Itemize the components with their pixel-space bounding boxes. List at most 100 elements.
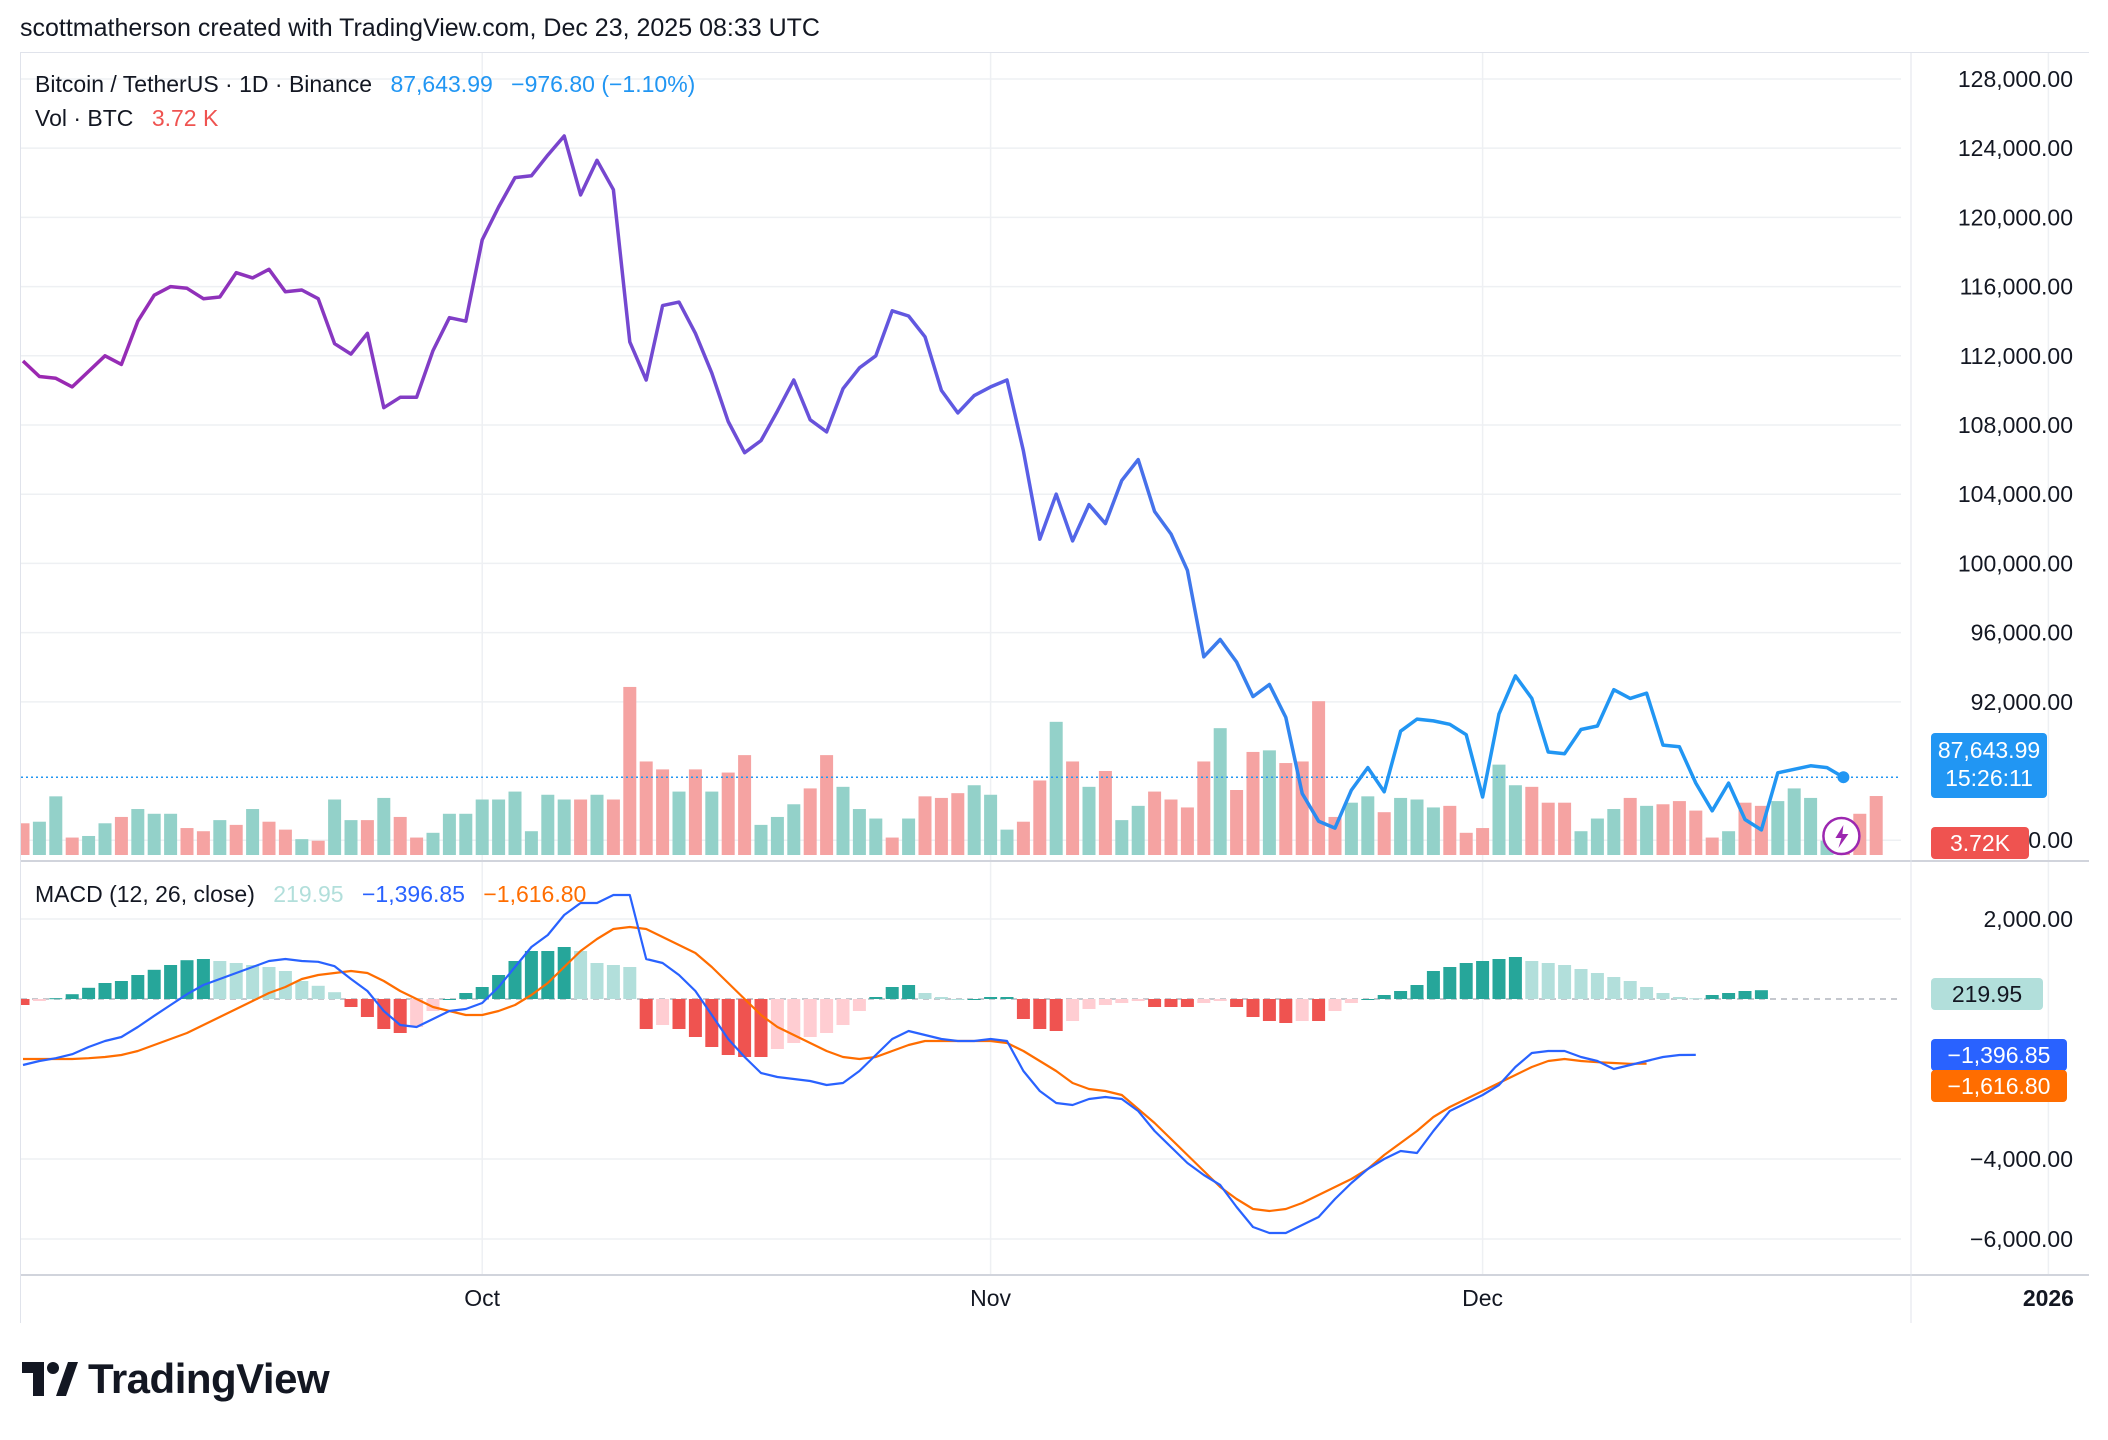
macd-legend: MACD (12, 26, close) 219.95 −1,396.85 −1… xyxy=(35,881,598,908)
volume-bar xyxy=(1525,786,1539,855)
volume-bar xyxy=(295,839,309,855)
volume-bar xyxy=(606,799,620,855)
volume-bar xyxy=(1705,837,1719,855)
macd-histogram-bar xyxy=(967,999,981,1000)
macd-histogram-bar xyxy=(1607,977,1621,999)
macd-histogram-bar xyxy=(295,981,309,999)
price-legend: Bitcoin / TetherUS · 1D · Binance 87,643… xyxy=(35,71,707,98)
macd-hist-value: 219.95 xyxy=(273,881,344,907)
macd-histogram-bar xyxy=(1525,961,1539,999)
volume-bar xyxy=(393,816,407,855)
volume-bar xyxy=(869,818,883,855)
macd-signal-tag: −1,616.80 xyxy=(1931,1070,2067,1102)
volume-bar xyxy=(688,769,702,855)
macd-histogram-bar xyxy=(360,999,374,1017)
macd-histogram-bar xyxy=(836,999,850,1025)
volume-bar xyxy=(475,799,489,855)
macd-histogram-bar xyxy=(82,987,96,999)
macd-histogram-bar xyxy=(1066,999,1080,1021)
volume-bar xyxy=(1672,801,1686,855)
macd-histogram-bar xyxy=(311,985,325,999)
macd-histogram-bar xyxy=(902,985,916,999)
macd-histogram-bar xyxy=(1754,990,1768,999)
tradingview-logo-icon xyxy=(22,1362,78,1396)
time-axis-label: Nov xyxy=(970,1285,1011,1311)
volume-bar xyxy=(377,797,391,855)
price-axis-label: 108,000.00 xyxy=(1958,412,2073,438)
chart-area[interactable]: 128,000.00 124,000.00 120,000.00 116,000.00… xyxy=(20,52,2089,1323)
volume-bar xyxy=(180,828,194,855)
tradingview-logo[interactable]: TradingView xyxy=(22,1355,330,1403)
macd-histogram-bar xyxy=(803,999,817,1037)
volume-bar xyxy=(1558,802,1572,855)
volume-bar xyxy=(344,820,358,855)
macd-histogram-bar xyxy=(738,999,752,1057)
volume-bar xyxy=(442,813,456,855)
volume-bar xyxy=(1164,799,1178,855)
macd-histogram-bar xyxy=(328,992,342,999)
macd-histogram-bar xyxy=(1246,999,1260,1017)
volume-bar xyxy=(1394,797,1408,855)
volume-bar xyxy=(1279,763,1293,855)
volume-bar xyxy=(1787,788,1801,855)
macd-hist-tag: 219.95 xyxy=(1931,978,2043,1010)
volume-bar xyxy=(787,804,801,855)
volume-bar xyxy=(147,813,161,855)
macd-histogram-bar xyxy=(1098,999,1112,1005)
volume-bar xyxy=(770,816,784,855)
volume-bar xyxy=(262,821,276,855)
volume-bar xyxy=(705,791,719,855)
price-axis-label: 112,000.00 xyxy=(1960,343,2073,369)
volume-bar xyxy=(1230,790,1244,855)
volume-bar xyxy=(229,824,243,855)
time-axis-label: Oct xyxy=(464,1285,500,1311)
volume-label[interactable]: Vol · BTC xyxy=(35,105,134,131)
macd-histogram-bar xyxy=(1623,981,1637,999)
volume-bar xyxy=(1361,796,1375,855)
macd-label[interactable]: MACD (12, 26, close) xyxy=(35,881,255,907)
macd-histogram-bar xyxy=(574,951,588,999)
macd-histogram-bar xyxy=(721,999,735,1055)
volume-bar xyxy=(1180,807,1194,855)
volume-bar xyxy=(82,835,96,855)
macd-histogram-bar xyxy=(1279,999,1293,1023)
volume-bar xyxy=(754,824,768,855)
volume-bar xyxy=(1131,805,1145,855)
price-axis-label: 100,000.00 xyxy=(1958,550,2073,576)
macd-histogram-bar xyxy=(1410,985,1424,999)
price-axis-label: 116,000.00 xyxy=(1960,274,2073,300)
symbol-title[interactable]: Bitcoin / TetherUS · 1D · Binance xyxy=(35,71,373,97)
volume-bar xyxy=(1098,770,1112,855)
macd-histogram-bar xyxy=(688,999,702,1037)
countdown-tag-value: 15:26:11 xyxy=(1945,765,2033,791)
macd-histogram-bar xyxy=(1656,993,1670,999)
macd-axis-label: −6,000.00 xyxy=(1970,1226,2073,1252)
volume-bar xyxy=(1607,809,1621,855)
volume-bar xyxy=(934,797,948,855)
volume-bar xyxy=(1426,807,1440,855)
macd-signal-value: −1,616.80 xyxy=(483,881,587,907)
price-axis-label: 96,000.00 xyxy=(1971,620,2073,646)
macd-histogram-bar xyxy=(1574,969,1588,999)
volume-bar xyxy=(590,794,604,855)
volume-bar xyxy=(1541,802,1555,855)
volume-value: 3.72 K xyxy=(151,105,219,131)
macd-histogram-bar xyxy=(1344,999,1358,1003)
volume-bar xyxy=(738,755,752,855)
macd-histogram-bar xyxy=(1722,993,1736,999)
macd-histogram-bar xyxy=(1180,999,1194,1007)
volume-bar xyxy=(1262,750,1276,855)
macd-histogram-bar xyxy=(1148,999,1162,1007)
volume-bar xyxy=(803,788,817,855)
volume-bar xyxy=(1000,829,1014,855)
chart-canvas[interactable]: 128,000.00 124,000.00 120,000.00 116,000.00… xyxy=(21,53,2089,1323)
macd-histogram-bar xyxy=(278,971,292,999)
macd-histogram-bar xyxy=(1082,999,1096,1009)
volume-bar xyxy=(1016,821,1030,855)
volume-bar xyxy=(1197,761,1211,855)
volume-bar xyxy=(246,809,260,855)
volume-bar xyxy=(1115,820,1129,855)
macd-histogram-bar xyxy=(229,963,243,999)
legend-price: 87,643.99 xyxy=(390,71,493,97)
volume-bar xyxy=(1722,831,1736,855)
